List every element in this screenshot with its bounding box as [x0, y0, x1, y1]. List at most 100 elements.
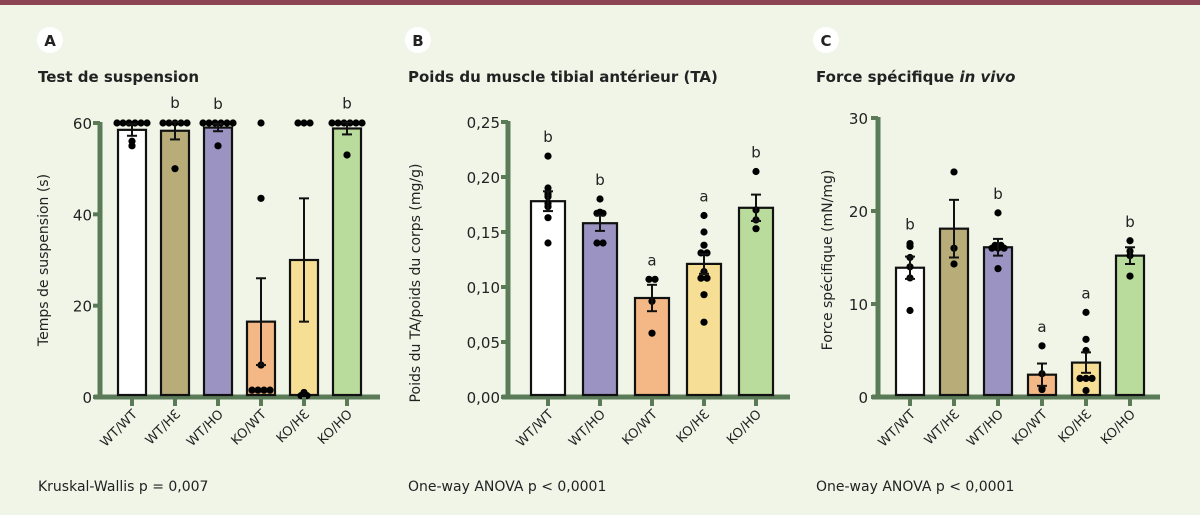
y-tick-label: 40 [73, 206, 92, 224]
data-point [266, 386, 274, 394]
data-point [1076, 374, 1084, 382]
y-tick-label: 60 [73, 115, 92, 133]
data-point [1126, 272, 1134, 280]
panel-title: Force spécifique in vivo [816, 68, 1015, 86]
data-point [257, 119, 265, 127]
data-point [1082, 374, 1090, 382]
y-tick-label: 20 [849, 203, 868, 221]
significance-label: b [595, 171, 605, 189]
data-point [651, 275, 659, 283]
significance-label: b [543, 128, 553, 146]
data-point [700, 291, 708, 299]
significance-label: a [699, 188, 708, 206]
data-point [752, 167, 760, 176]
panel-letter: C [820, 32, 831, 50]
significance-label: b [905, 216, 915, 234]
stat-annotation: One-way ANOVA p < 0,0001 [408, 479, 606, 495]
data-point [358, 119, 366, 127]
data-point [1126, 237, 1134, 245]
data-point [328, 119, 336, 127]
data-point [159, 119, 167, 127]
x-tick-label: KO/WT [229, 407, 270, 448]
bar [202, 126, 234, 397]
y-tick-label: 0,15 [467, 224, 500, 242]
y-tick-label: 0,05 [467, 334, 500, 352]
significance-label: a [1081, 284, 1090, 302]
x-tick-label: KO/HƐ [1056, 407, 1095, 446]
y-tick-label: 0,10 [467, 279, 500, 297]
data-point [248, 386, 256, 394]
bar [894, 266, 926, 397]
data-point [700, 318, 708, 326]
bar [633, 296, 671, 397]
panel-letter: A [44, 32, 56, 50]
data-point [260, 386, 268, 394]
y-tick-label: 10 [849, 296, 868, 314]
data-point [214, 142, 222, 150]
data-point [254, 386, 262, 394]
y-tick-label: 0,20 [467, 169, 500, 187]
x-tick-label: WT/HƐ [922, 407, 963, 448]
data-point [544, 239, 552, 247]
significance-label: b [1125, 213, 1135, 231]
significance-label: a [647, 251, 656, 269]
x-tick-label: WT/HO [964, 407, 1007, 450]
data-point [544, 152, 552, 160]
x-tick-label: WT/WT [98, 407, 141, 450]
data-point [223, 119, 231, 127]
data-point [950, 168, 958, 176]
data-point [906, 306, 914, 315]
data-point [994, 265, 1002, 273]
bar [116, 128, 148, 397]
data-point [906, 239, 914, 248]
panel-title: Poids du muscle tibial antérieur (TA) [408, 68, 718, 86]
stat-annotation: Kruskal-Wallis p = 0,007 [38, 479, 208, 495]
x-tick-label: WT/HƐ [143, 407, 184, 448]
panel-c: C Force spécifique in vivo Force spécifi… [813, 27, 1160, 495]
data-point [137, 119, 145, 127]
significance-label: a [1037, 318, 1046, 336]
data-point [599, 239, 607, 247]
data-point [593, 239, 601, 247]
x-tick-label: WT/WT [514, 407, 557, 450]
bar [1114, 254, 1146, 397]
data-point [113, 119, 121, 127]
y-axis-label: Force spécifique (mN/mg) [820, 170, 836, 351]
x-tick-label: KO/HO [315, 407, 356, 448]
data-point [183, 119, 191, 127]
x-tick-label: KO/HO [1098, 407, 1139, 448]
x-tick-label: KO/WT [1010, 407, 1051, 448]
data-point [752, 225, 760, 233]
bar [581, 222, 619, 397]
significance-label: b [751, 144, 761, 162]
panel-a: A Test de suspension Temps de suspension… [36, 27, 380, 495]
x-tick-label: WT/WT [876, 407, 919, 450]
data-point [199, 119, 207, 127]
y-axis-label: Temps de suspension (s) [36, 174, 52, 347]
stat-annotation: One-way ANOVA p < 0,0001 [816, 479, 1014, 495]
x-tick-label: WT/HO [566, 407, 609, 450]
data-point [300, 119, 308, 127]
panel-letter-badge [405, 27, 431, 53]
y-tick-label: 30 [849, 110, 868, 128]
data-point [257, 194, 265, 202]
data-point [143, 119, 151, 127]
data-point [1082, 308, 1090, 316]
data-point [994, 209, 1002, 217]
data-point [1082, 386, 1090, 395]
data-point [645, 275, 653, 283]
data-point [119, 119, 127, 127]
x-tick-label: KO/HO [724, 407, 765, 448]
data-point [1082, 335, 1090, 343]
data-point [700, 228, 708, 236]
x-tick-label: KO/WT [620, 407, 661, 448]
x-tick-label: KO/HƐ [674, 407, 713, 446]
y-tick-label: 0 [858, 389, 868, 407]
panel-b: B Poids du muscle tibial antérieur (TA) … [405, 27, 790, 495]
x-tick-label: WT/HO [184, 407, 227, 450]
bar [685, 262, 723, 397]
data-point [544, 214, 552, 222]
bar [737, 206, 775, 397]
data-point [703, 274, 711, 282]
